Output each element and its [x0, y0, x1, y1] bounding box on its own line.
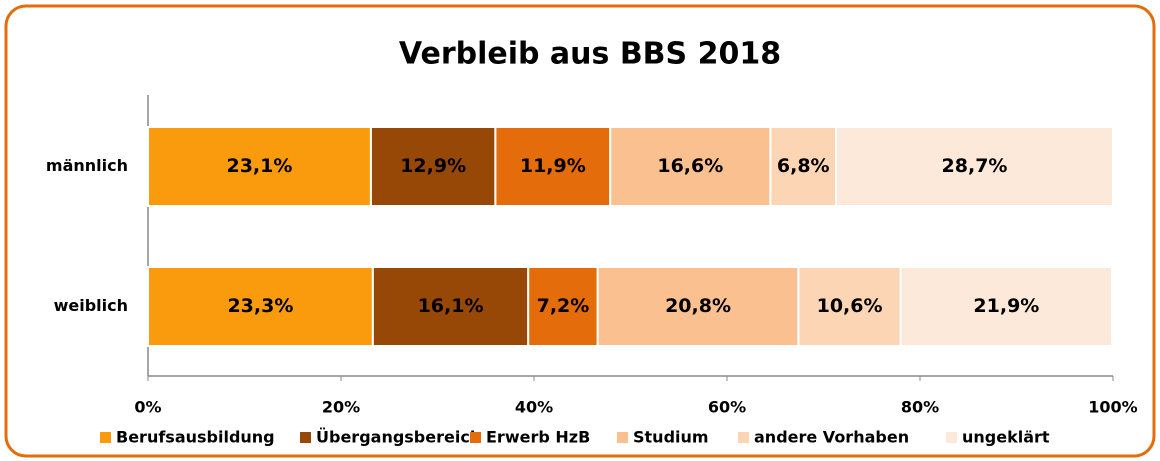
bar-segment — [835, 126, 1114, 207]
data-label: 6,8% — [777, 155, 830, 177]
chart-title: Verbleib aus BBS 2018 — [399, 37, 781, 72]
frame — [4, 4, 1156, 458]
bar-segment — [369, 126, 497, 207]
x-tick-label: 0% — [134, 398, 161, 417]
legend-label: Studium — [633, 428, 709, 447]
bar-segment — [797, 266, 902, 347]
legend-swatch — [100, 432, 111, 443]
bar-segment — [371, 266, 530, 347]
y-tick-label: männlich — [46, 156, 128, 175]
legend-label: Berufsausbildung — [116, 428, 275, 447]
data-label: 20,8% — [665, 295, 731, 317]
legend-swatch — [946, 432, 957, 443]
x-tick-label: 100% — [1088, 398, 1137, 417]
data-label: 23,1% — [226, 155, 292, 177]
legend-label: Erwerb HzB — [486, 428, 590, 447]
legend-swatch — [617, 432, 628, 443]
legend-swatch — [738, 432, 749, 443]
y-tick-label: weiblich — [54, 296, 128, 315]
data-label: 16,1% — [418, 295, 484, 317]
x-tick-label: 20% — [322, 398, 360, 417]
data-label: 12,9% — [400, 155, 466, 177]
data-label: 11,9% — [520, 155, 586, 177]
data-label: 28,7% — [942, 155, 1008, 177]
data-label: 10,6% — [817, 295, 883, 317]
bar-segment — [899, 266, 1114, 347]
legend-label: ungeklärt — [962, 428, 1050, 447]
legend-label: Übergangsbereich — [316, 428, 481, 447]
data-label: 7,2% — [537, 295, 590, 317]
x-tick-label: 60% — [708, 398, 746, 417]
bar-segment — [527, 266, 599, 347]
bar-segment — [147, 266, 374, 347]
legend-label: andere Vorhaben — [754, 428, 909, 447]
data-label: 23,3% — [227, 295, 293, 317]
legend-swatch — [300, 432, 311, 443]
legend-swatch — [470, 432, 481, 443]
x-tick-label: 80% — [901, 398, 939, 417]
data-label: 16,6% — [657, 155, 723, 177]
data-label: 21,9% — [973, 295, 1039, 317]
x-tick-label: 40% — [515, 398, 553, 417]
bar-segment — [147, 126, 372, 207]
